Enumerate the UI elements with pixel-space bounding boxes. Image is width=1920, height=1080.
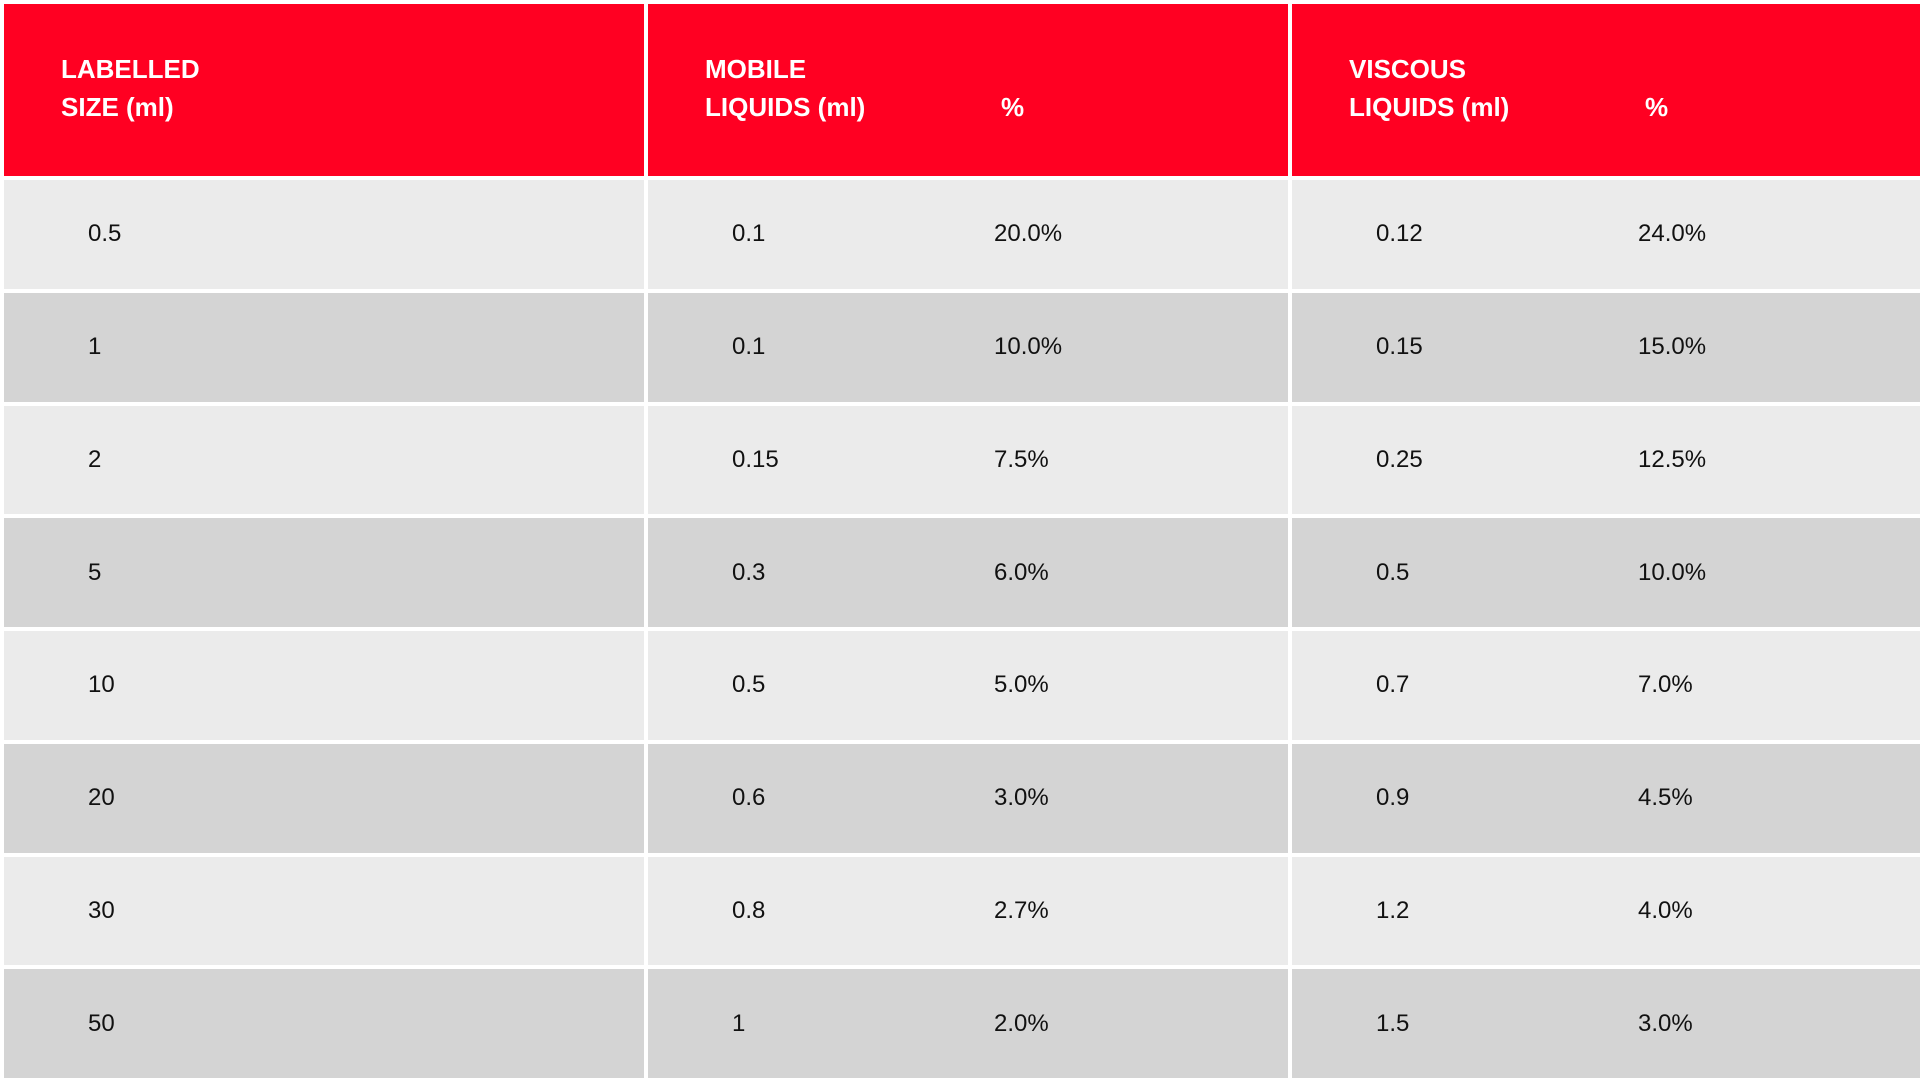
- size-value: 0.5: [88, 220, 122, 248]
- mobile-percent: 2.0%: [994, 1009, 1049, 1037]
- mobile-value: 0.15: [732, 445, 779, 473]
- size-cell: 10: [4, 631, 644, 740]
- mobile-cell: 0.8 2.7%: [648, 856, 1288, 966]
- size-cell: 5: [4, 518, 644, 627]
- viscous-percent: 4.5%: [1638, 784, 1693, 812]
- viscous-percent: 24.0%: [1638, 220, 1707, 248]
- header-mobile-liquids-line1: MOBILE: [705, 54, 807, 84]
- size-value: 50: [88, 1009, 115, 1037]
- header-viscous-liquids-line1: VISCOUS: [1349, 54, 1467, 84]
- mobile-percent: 20.0%: [994, 220, 1063, 248]
- header-mobile-percent: %: [1001, 92, 1025, 122]
- size-cell: 1: [4, 292, 644, 402]
- mobile-value: 0.6: [732, 784, 766, 812]
- mobile-percent: 2.7%: [994, 896, 1049, 924]
- viscous-value: 0.9: [1376, 784, 1410, 812]
- viscous-cell: 0.12 24.0%: [1292, 180, 1920, 289]
- mobile-percent: 5.0%: [994, 671, 1049, 699]
- header-viscous-percent: %: [1645, 92, 1669, 122]
- viscous-value: 1.5: [1376, 1009, 1410, 1037]
- mobile-percent: 10.0%: [994, 333, 1063, 361]
- viscous-percent: 15.0%: [1638, 333, 1707, 361]
- mobile-cell: 0.6 3.0%: [648, 743, 1288, 853]
- viscous-percent: 7.0%: [1638, 671, 1693, 699]
- viscous-value: 1.2: [1376, 896, 1410, 924]
- mobile-value: 0.3: [732, 558, 766, 586]
- viscous-value: 0.5: [1376, 558, 1410, 586]
- viscous-percent: 3.0%: [1638, 1009, 1693, 1037]
- mobile-cell: 0.15 7.5%: [648, 405, 1288, 515]
- size-cell: 2: [4, 405, 644, 515]
- size-value: 30: [88, 896, 115, 924]
- mobile-cell: 1 2.0%: [648, 969, 1288, 1078]
- mobile-cell: 0.1 10.0%: [648, 292, 1288, 402]
- mobile-cell: 0.1 20.0%: [648, 180, 1288, 289]
- viscous-cell: 0.15 15.0%: [1292, 292, 1920, 402]
- size-value: 5: [88, 558, 102, 586]
- viscous-percent: 10.0%: [1638, 558, 1707, 586]
- size-cell: 30: [4, 856, 644, 966]
- header-labelled-size-line1: LABELLED: [61, 54, 200, 84]
- viscous-cell: 1.2 4.0%: [1292, 856, 1920, 966]
- viscous-value: 0.7: [1376, 671, 1410, 699]
- size-value: 2: [88, 445, 102, 473]
- mobile-cell: 0.3 6.0%: [648, 518, 1288, 627]
- header-mobile-liquids-line2: LIQUIDS (ml): [705, 92, 866, 122]
- header-viscous-liquids: VISCOUS LIQUIDS (ml) %: [1292, 4, 1920, 176]
- mobile-percent: 6.0%: [994, 558, 1049, 586]
- viscous-value: 0.12: [1376, 220, 1423, 248]
- mobile-value: 0.5: [732, 671, 766, 699]
- viscous-percent: 4.0%: [1638, 896, 1693, 924]
- header-viscous-liquids-line2: LIQUIDS (ml): [1349, 92, 1510, 122]
- size-value: 10: [88, 671, 115, 699]
- size-cell: 50: [4, 969, 644, 1078]
- header-labelled-size: LABELLED SIZE (ml): [4, 4, 644, 176]
- viscous-percent: 12.5%: [1638, 445, 1707, 473]
- header-labelled-size-line2: SIZE (ml): [61, 92, 174, 122]
- viscous-cell: 0.9 4.5%: [1292, 743, 1920, 853]
- viscous-cell: 0.25 12.5%: [1292, 405, 1920, 515]
- size-value: 1: [88, 333, 102, 361]
- mobile-value: 1: [732, 1009, 746, 1037]
- mobile-cell: 0.5 5.0%: [648, 631, 1288, 740]
- mobile-value: 0.1: [732, 220, 766, 248]
- mobile-value: 0.8: [732, 896, 766, 924]
- size-value: 20: [88, 784, 115, 812]
- viscous-value: 0.25: [1376, 445, 1423, 473]
- viscous-cell: 0.5 10.0%: [1292, 518, 1920, 627]
- viscous-cell: 0.7 7.0%: [1292, 631, 1920, 740]
- mobile-value: 0.1: [732, 333, 766, 361]
- viscous-cell: 1.5 3.0%: [1292, 969, 1920, 1078]
- viscous-value: 0.15: [1376, 333, 1423, 361]
- header-mobile-liquids: MOBILE LIQUIDS (ml) %: [648, 4, 1288, 176]
- mobile-percent: 7.5%: [994, 445, 1049, 473]
- size-cell: 0.5: [4, 180, 644, 289]
- mobile-percent: 3.0%: [994, 784, 1049, 812]
- size-cell: 20: [4, 743, 644, 853]
